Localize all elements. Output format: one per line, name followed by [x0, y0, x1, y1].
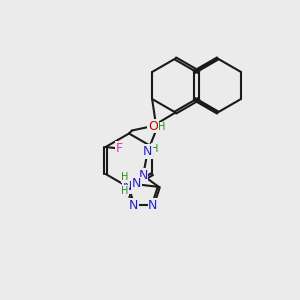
Text: N: N [129, 199, 138, 212]
Text: F: F [116, 142, 123, 155]
Text: H: H [121, 172, 129, 182]
Text: N: N [143, 145, 152, 158]
Text: H: H [158, 122, 166, 133]
Text: N: N [148, 199, 158, 212]
Text: H: H [121, 185, 129, 196]
Text: N: N [132, 177, 141, 190]
Text: N: N [138, 169, 148, 182]
Text: O: O [148, 119, 158, 133]
Text: N: N [123, 180, 132, 194]
Text: H: H [152, 143, 159, 154]
